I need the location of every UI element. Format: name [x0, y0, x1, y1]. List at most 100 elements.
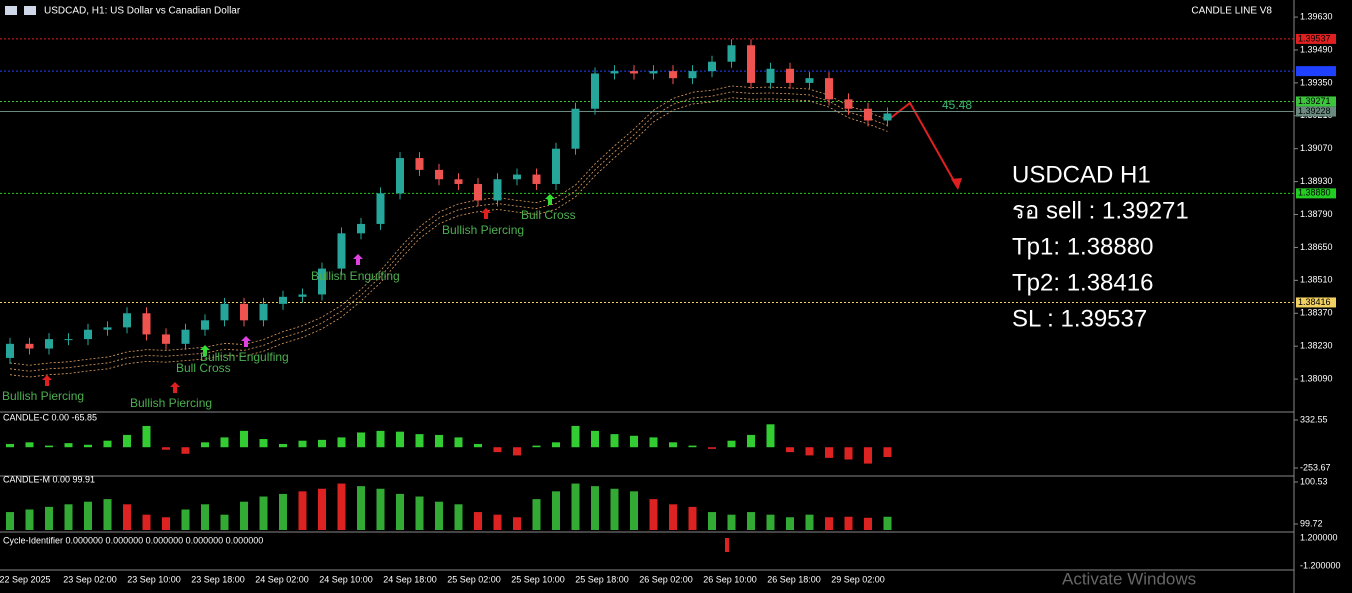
histogram-bar [786, 447, 794, 453]
icon [5, 6, 17, 15]
histogram-bar [883, 516, 892, 530]
level-tag [1296, 188, 1336, 199]
time-label: 26 Sep 02:00 [639, 574, 693, 584]
pattern-label: Bullish Piercing [130, 396, 212, 410]
watermark: Activate Windows [1062, 569, 1196, 588]
time-label: 24 Sep 18:00 [383, 574, 437, 584]
price-label: 1.38930 [1300, 176, 1333, 186]
histogram-bar [181, 447, 190, 454]
panel-tick: 332.55 [1300, 414, 1328, 424]
signal-text: Tp1: 1.38880 [1012, 233, 1153, 260]
histogram-bar [396, 493, 404, 530]
histogram-bar [552, 491, 560, 530]
candle [259, 303, 268, 321]
histogram-bar [162, 447, 170, 450]
histogram-bar [649, 437, 658, 448]
signal-text: SL : 1.39537 [1012, 305, 1147, 332]
histogram-bar [493, 514, 502, 530]
time-label: 25 Sep 02:00 [447, 574, 501, 584]
histogram-bar [142, 514, 151, 530]
histogram-bar [220, 514, 229, 530]
candle [357, 223, 365, 234]
signal-arrow [241, 336, 251, 347]
histogram-bar [727, 514, 736, 530]
histogram-bar [45, 506, 53, 530]
histogram-bar [220, 437, 229, 448]
candle [630, 71, 638, 74]
histogram-bar [6, 512, 14, 530]
price-label: 1.39490 [1300, 44, 1333, 54]
time-label: 22 Sep 2025 [0, 574, 51, 584]
candle [181, 329, 190, 344]
histogram-bar [630, 435, 638, 448]
histogram-bar [318, 439, 326, 448]
price-label: 1.39350 [1300, 77, 1333, 87]
panel-tick: -1.200000 [1300, 560, 1341, 570]
histogram-bar [415, 434, 424, 448]
histogram-bar [474, 443, 482, 448]
time-label: 25 Sep 18:00 [575, 574, 629, 584]
ma-band [9, 91, 888, 372]
candle [84, 329, 92, 340]
level-label: 1.39228 [1298, 106, 1331, 116]
time-label: 23 Sep 18:00 [191, 574, 245, 584]
panel-tick: 99.72 [1300, 518, 1323, 528]
histogram-bar [259, 496, 268, 530]
histogram-bar [630, 491, 638, 530]
pattern-label: Bullish Piercing [442, 223, 524, 237]
histogram-bar [454, 437, 463, 448]
histogram-bar [883, 447, 892, 458]
candle [396, 158, 404, 194]
time-label: 23 Sep 02:00 [63, 574, 117, 584]
histogram-bar [298, 491, 307, 530]
signal-text: USDCAD H1 [1012, 161, 1151, 188]
candle [864, 108, 872, 121]
histogram-bar [123, 434, 131, 448]
histogram-bar [103, 499, 112, 530]
histogram-bar [337, 437, 346, 448]
level-tag [1296, 106, 1336, 117]
signal-arrow [42, 375, 52, 386]
histogram-bar [844, 516, 853, 530]
price-label: 1.38510 [1300, 275, 1333, 285]
histogram-bar [84, 501, 92, 530]
histogram-bar [727, 440, 736, 448]
price-label: 1.38230 [1300, 341, 1333, 351]
histogram-bar [376, 488, 385, 530]
candle [571, 108, 580, 149]
histogram-bar [610, 434, 619, 448]
signal-arrow [481, 208, 491, 219]
histogram-bar [337, 483, 346, 530]
pattern-label: Bullish Engulfing [311, 269, 400, 283]
time-label: 24 Sep 02:00 [255, 574, 309, 584]
histogram-bar [181, 509, 190, 530]
histogram-bar [415, 496, 424, 530]
panel-title: CANDLE-M 0.00 99.91 [3, 474, 95, 484]
distance-label: 45.48 [942, 98, 972, 112]
candle [279, 296, 287, 304]
histogram-bar [571, 483, 580, 530]
pattern-label: Bull Cross [521, 208, 576, 222]
histogram-bar [844, 447, 853, 460]
histogram-bar [435, 434, 443, 448]
histogram-bar [64, 443, 73, 448]
level-tag [1296, 66, 1336, 77]
candle [298, 294, 307, 297]
histogram-bar [610, 488, 619, 530]
candle [747, 45, 755, 83]
candle [493, 179, 502, 201]
candle [240, 303, 248, 321]
candle [805, 78, 814, 83]
histogram-bar [532, 499, 541, 530]
level-tag [1296, 297, 1336, 308]
histogram-bar [864, 447, 872, 464]
histogram-bar [474, 512, 482, 530]
level-tag [1296, 96, 1336, 107]
time-label: 29 Sep 02:00 [831, 574, 885, 584]
panel-title: Cycle-Identifier 0.000000 0.000000 0.000… [3, 535, 263, 545]
candle [844, 99, 853, 109]
histogram-bar [25, 442, 34, 448]
candle [825, 78, 833, 100]
candle [45, 339, 53, 349]
